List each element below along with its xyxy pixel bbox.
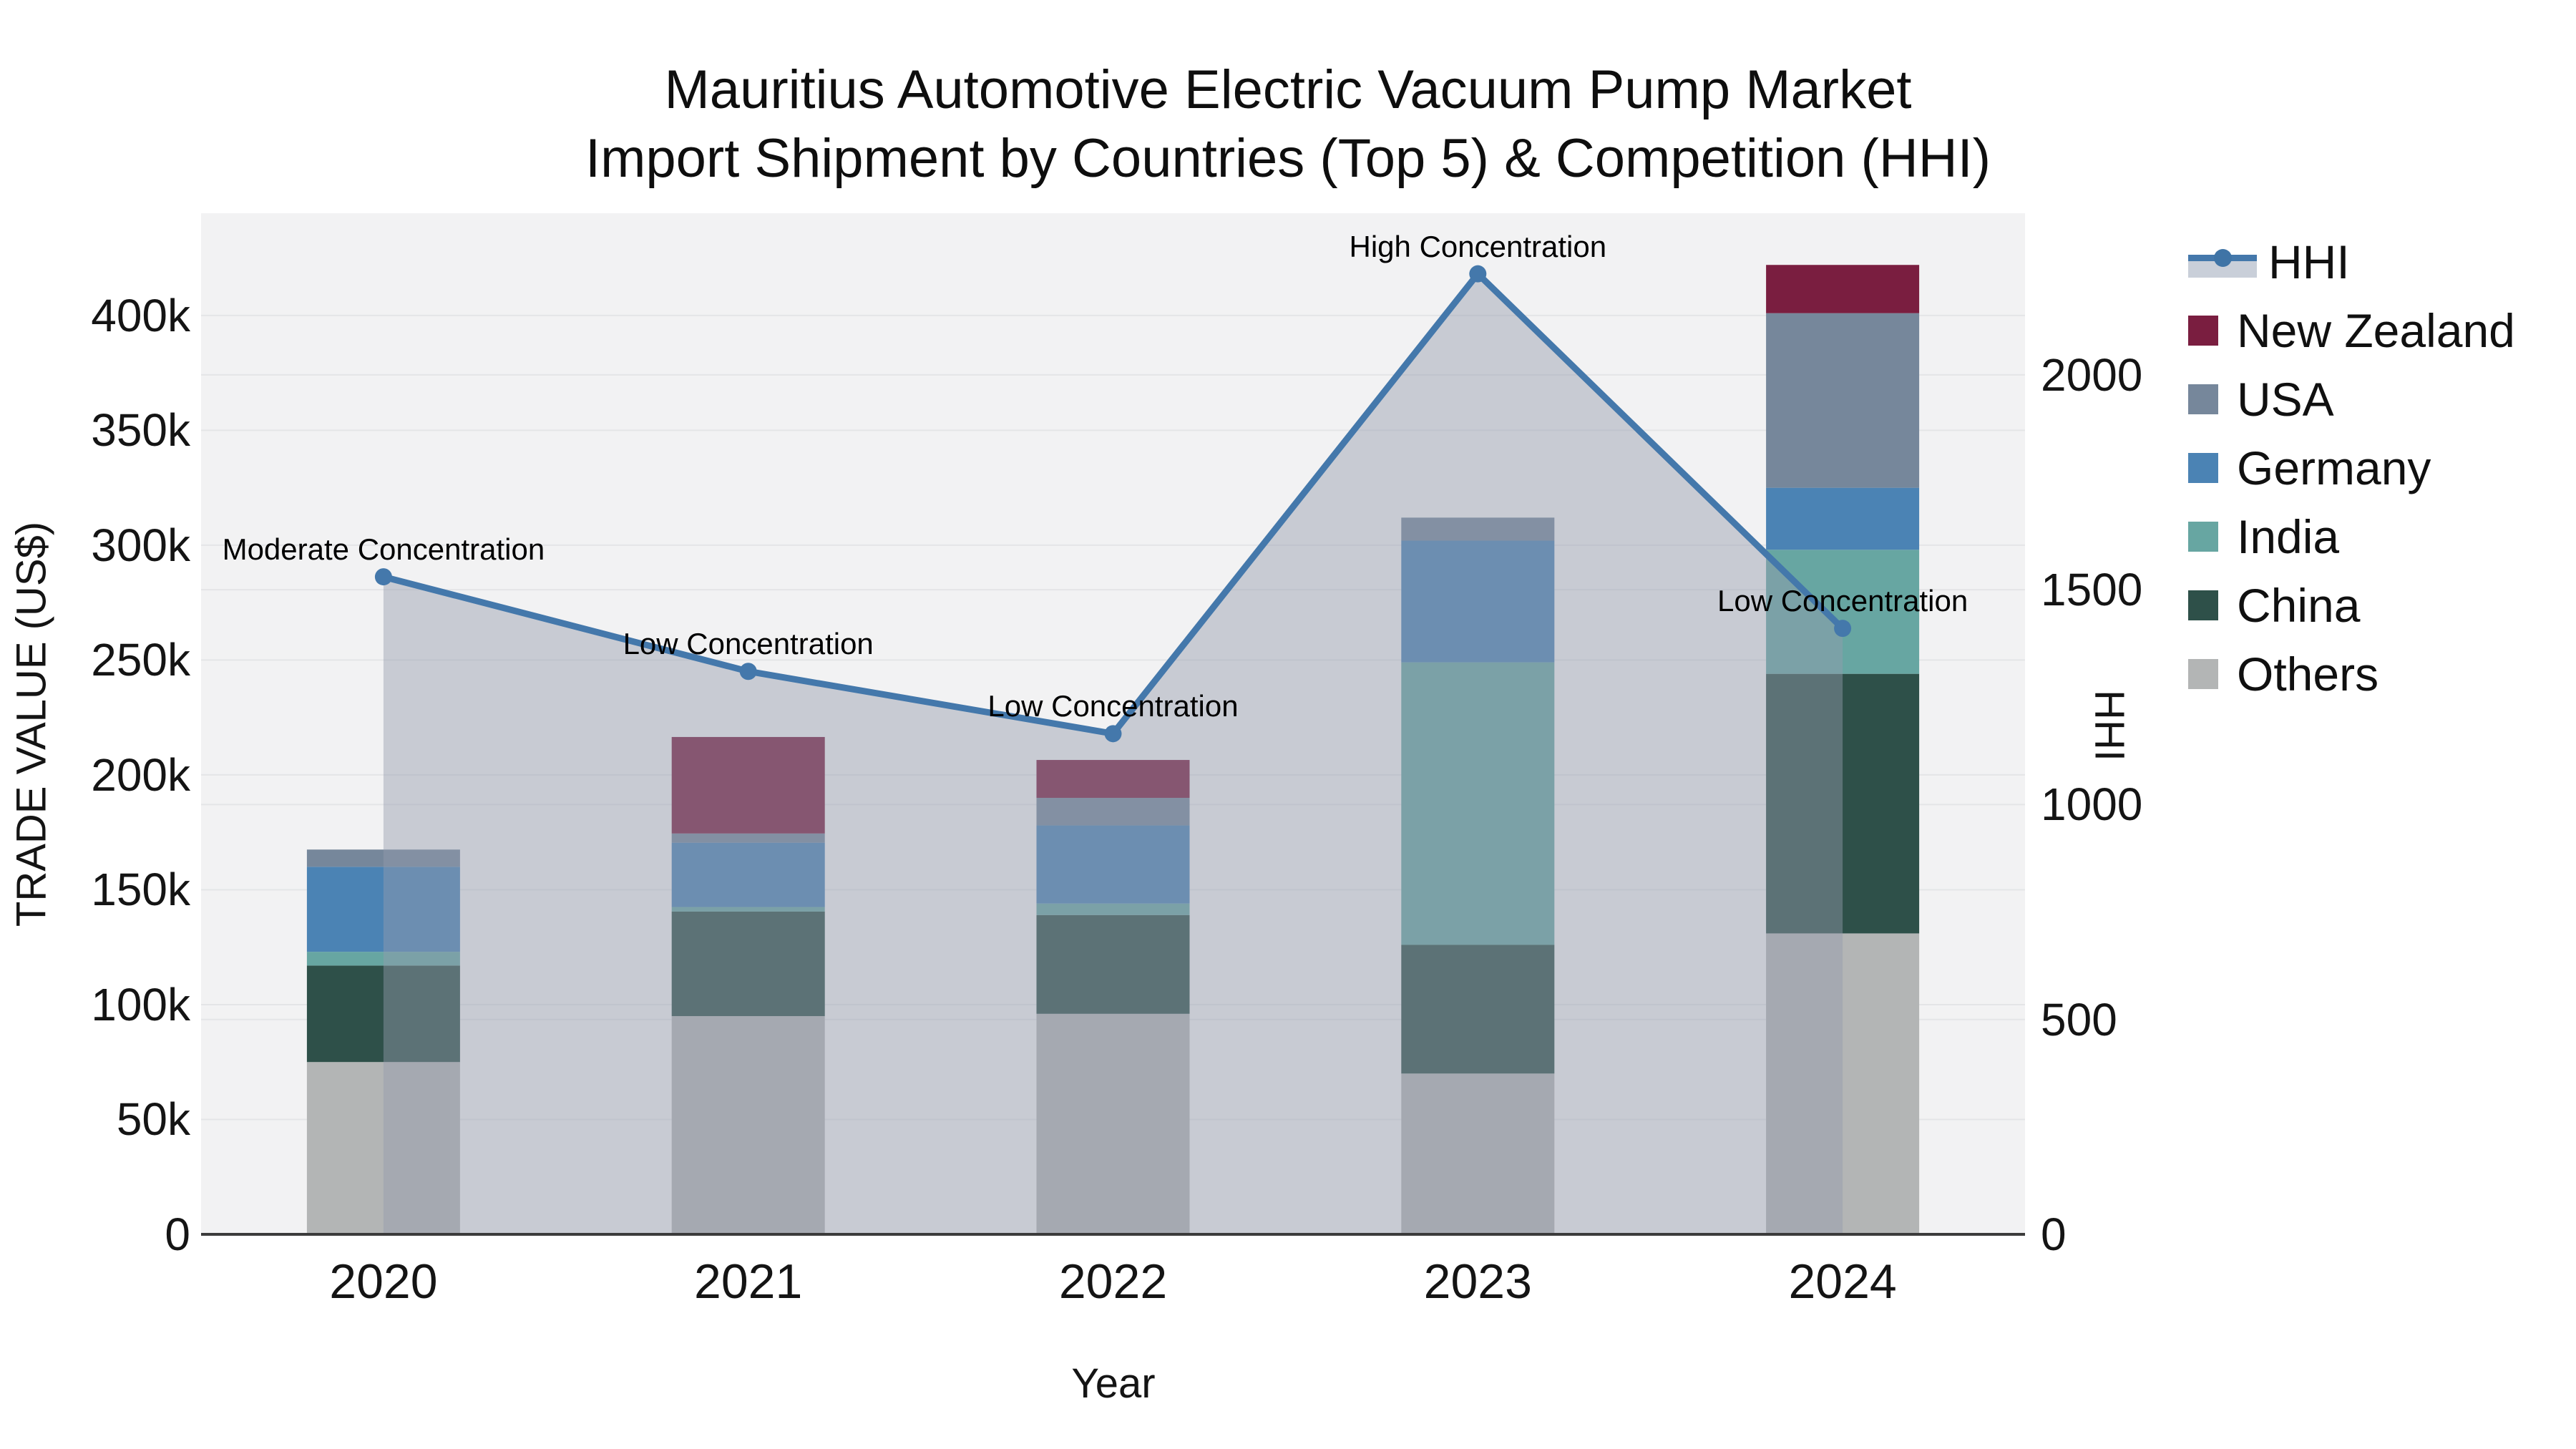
legend-item-usa[interactable]: USA [2188,365,2515,434]
bar-segment-china [306,965,460,1063]
y-left-tick-label: 200k [91,748,190,801]
annotation-2024: Low Concentration [1717,584,1968,618]
bar-segment-india [1766,550,1920,674]
legend-item-germany[interactable]: Germany [2188,434,2515,502]
x-tick-label: 2023 [1423,1254,1532,1309]
bar-segment-india [671,907,825,912]
bar-segment-others [671,1016,825,1234]
hhi-area-fill [383,273,1843,1234]
legend-label: China [2237,579,2361,632]
bar-segment-india [306,952,460,966]
bar-segment-china [1401,945,1555,1074]
legend-label: New Zealand [2237,304,2515,357]
y-left-tick-label: 100k [91,978,190,1030]
bar-segment-germany [1401,540,1555,663]
chart-title-line1: Mauritius Automotive Electric Vacuum Pum… [664,59,1912,120]
annotation-2022: Low Concentration [987,689,1239,723]
bar-segment-germany [1766,487,1920,550]
y-right-tick-label: 0 [2041,1209,2067,1260]
bar-segment-india [1401,662,1555,945]
legend-label: USA [2237,373,2334,426]
bar-segment-usa [306,849,460,867]
legend-color-swatch-icon [2188,590,2218,620]
x-tick-label: 2022 [1058,1254,1168,1309]
bar-segment-new-zealand [1036,760,1190,799]
y-left-tick-label: 350k [91,404,190,457]
bar-segment-usa [1401,517,1555,541]
hhi-marker [739,663,757,680]
x-tick-label: 2020 [329,1254,438,1309]
y-right-tick-label: 500 [2041,993,2117,1045]
y-right-axis-title: HHI [2086,690,2133,761]
y-left-tick-label: 400k [91,289,190,341]
bar-segment-china [1766,673,1920,934]
bar-segment-germany [671,842,825,907]
bar-segment-others [1036,1013,1190,1234]
legend-item-others[interactable]: Others [2188,640,2515,708]
hhi-marker [1104,725,1122,743]
bar-segment-germany [306,867,460,952]
annotation-2023: High Concentration [1349,229,1607,263]
chart-title-line2: Import Shipment by Countries (Top 5) & C… [585,128,1991,189]
chart-title: Mauritius Automotive Electric Vacuum Pum… [0,56,2576,193]
bar-segment-others [1401,1073,1555,1234]
legend-color-swatch-icon [2188,453,2218,483]
bar-segment-others [306,1062,460,1234]
legend-label: Germany [2237,441,2431,494]
bar-segment-china [1036,914,1190,1014]
legend-color-swatch-icon [2188,384,2218,414]
y-left-tick-label: 50k [116,1093,190,1146]
x-tick-label: 2021 [694,1254,803,1309]
annotation-2020: Moderate Concentration [222,532,545,567]
bar-segment-others [1766,933,1920,1234]
y-right-tick-label: 2000 [2041,348,2143,401]
y-right-tick-label: 1500 [2041,564,2143,616]
legend: HHI New Zealand USA Germany India China Others [2188,228,2515,708]
bar-segment-china [671,911,825,1017]
hhi-marker [1469,265,1487,283]
bar-segment-usa [671,833,825,843]
y-left-tick-label: 150k [91,864,190,916]
bar-segment-new-zealand [671,736,825,834]
y-left-tick-label: 300k [91,519,190,571]
x-tick-label: 2024 [1788,1254,1897,1309]
bar-segment-india [1036,903,1190,915]
legend-label: India [2237,510,2340,563]
annotation-2021: Low Concentration [623,627,874,661]
legend-label: Others [2237,648,2379,701]
legend-item-china[interactable]: China [2188,571,2515,640]
legend-color-swatch-icon [2188,522,2218,552]
y-left-tick-label: 0 [165,1209,190,1260]
y-right-tick-label: 1000 [2041,779,2143,831]
legend-label: HHI [2268,235,2350,288]
bar-segment-usa [1766,313,1920,488]
legend-color-swatch-icon [2188,659,2218,689]
y-left-tick-label: 250k [91,634,190,686]
bar-segment-germany [1036,825,1190,904]
hhi-marker [1834,620,1852,638]
bar-segment-new-zealand [1766,265,1920,313]
hhi-line-swatch-icon [2188,243,2257,280]
legend-item-hhi[interactable]: HHI [2188,228,2515,296]
legend-item-new-zealand[interactable]: New Zealand [2188,296,2515,365]
legend-color-swatch-icon [2188,316,2218,346]
hhi-marker [374,568,392,586]
x-axis-title: Year [1071,1360,1156,1407]
legend-item-india[interactable]: India [2188,502,2515,571]
bar-segment-usa [1036,798,1190,826]
